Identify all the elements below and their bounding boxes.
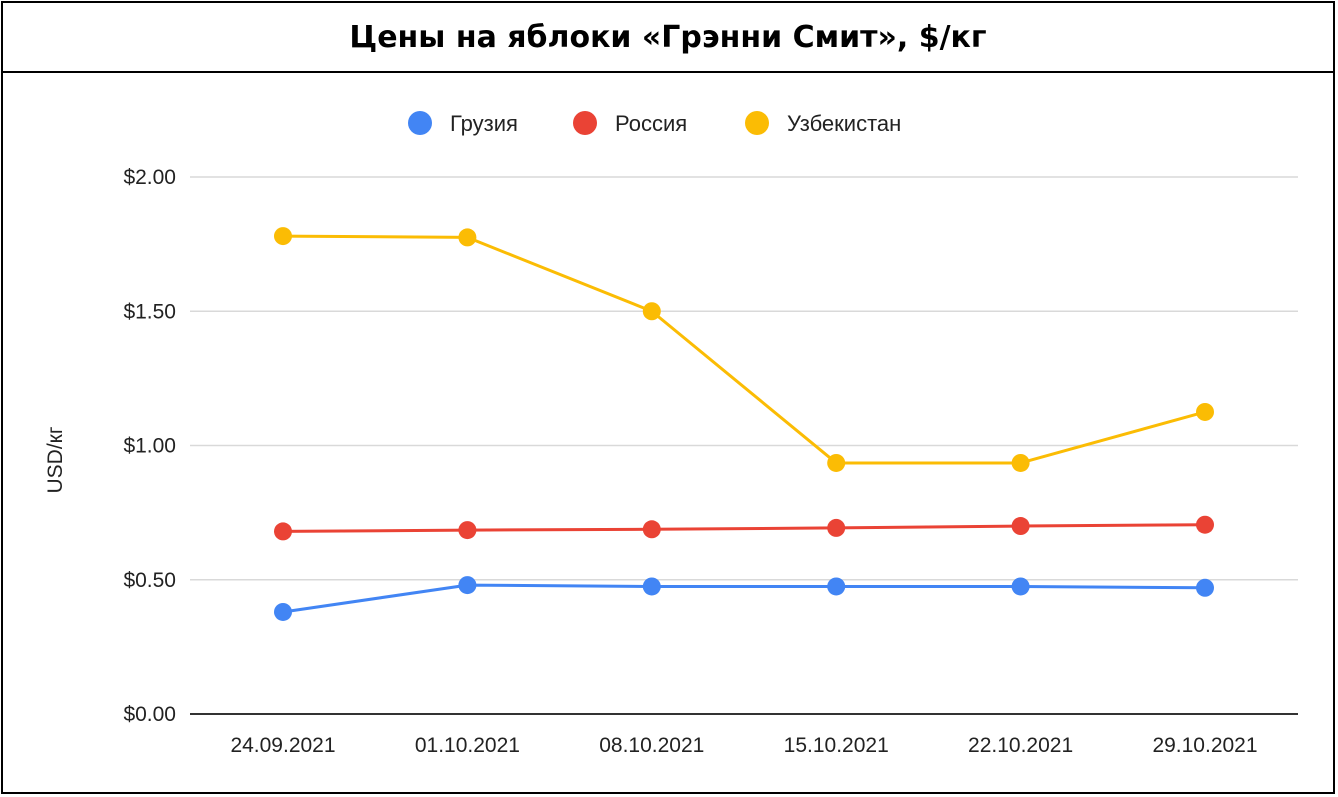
data-point [458, 228, 477, 247]
y-tick-label: $2.00 [123, 166, 176, 189]
legend-item: Грузия [408, 111, 518, 136]
legend-marker [408, 111, 432, 135]
data-point [1196, 515, 1214, 534]
data-point [274, 227, 292, 246]
y-axis-label: USD/кг [44, 426, 67, 493]
data-point [642, 520, 661, 539]
series-Россия [274, 515, 1214, 541]
x-tick-label: 29.10.2021 [1152, 734, 1257, 757]
data-point [274, 522, 292, 541]
data-point [1011, 453, 1030, 472]
data-point [642, 302, 661, 321]
series-line [282, 523, 1206, 533]
y-tick-label: $0.00 [123, 703, 176, 726]
title-bar: Цены на яблоки «Грэнни Смит», $/кг [3, 3, 1333, 73]
data-point [827, 453, 846, 472]
y-tick-label: $0.50 [123, 569, 176, 592]
legend-label: Россия [615, 111, 687, 136]
legend-label: Узбекистан [787, 111, 901, 136]
y-tick-label: $1.00 [123, 435, 176, 458]
series-Узбекистан [274, 227, 1214, 472]
data-point [1196, 402, 1214, 421]
x-tick-label: 15.10.2021 [784, 734, 889, 757]
legend-item: Россия [573, 111, 687, 136]
legend-marker [745, 111, 769, 135]
data-point [458, 576, 477, 595]
y-tick-label: $1.50 [123, 300, 176, 323]
data-point [827, 518, 846, 537]
data-point [274, 602, 292, 621]
data-point [458, 521, 477, 540]
x-tick-label: 08.10.2021 [599, 734, 704, 757]
legend-marker [573, 111, 597, 135]
legend-label: Грузия [450, 111, 518, 136]
series-Грузия [274, 576, 1214, 621]
x-tick-label: 22.10.2021 [968, 734, 1073, 757]
chart-title: Цены на яблоки «Грэнни Смит», $/кг [349, 19, 987, 55]
data-point [1011, 517, 1030, 536]
data-point [827, 577, 846, 596]
data-point [1011, 577, 1030, 596]
data-point [1196, 578, 1214, 597]
series-line [282, 234, 1206, 465]
x-tick-label: 24.09.2021 [230, 734, 335, 757]
series-line [282, 583, 1206, 614]
legend: Грузия Россия Узбекистан [408, 111, 901, 136]
legend-item: Узбекистан [745, 111, 901, 136]
data-point [642, 577, 661, 596]
x-tick-label: 01.10.2021 [415, 734, 520, 757]
